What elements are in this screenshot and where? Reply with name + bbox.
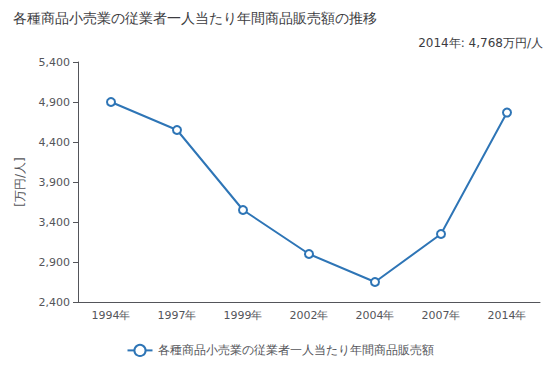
svg-text:2,400: 2,400 bbox=[39, 296, 71, 309]
svg-text:5,400: 5,400 bbox=[39, 56, 71, 69]
svg-text:[万円/人]: [万円/人] bbox=[13, 157, 27, 206]
svg-text:4,900: 4,900 bbox=[39, 96, 71, 109]
svg-text:各種商品小売業の従業者一人当たり年間商品販売額: 各種商品小売業の従業者一人当たり年間商品販売額 bbox=[158, 343, 434, 357]
svg-text:2007年: 2007年 bbox=[422, 309, 461, 322]
svg-text:2014年: 4,768万円/人: 2014年: 4,768万円/人 bbox=[418, 36, 543, 50]
svg-text:1994年: 1994年 bbox=[92, 309, 131, 322]
svg-text:2004年: 2004年 bbox=[356, 309, 395, 322]
svg-text:4,400: 4,400 bbox=[39, 136, 71, 149]
svg-text:1999年: 1999年 bbox=[224, 309, 263, 322]
svg-text:2002年: 2002年 bbox=[290, 309, 329, 322]
svg-text:3,900: 3,900 bbox=[39, 176, 71, 189]
svg-text:各種商品小売業の従業者一人当たり年間商品販売額の推移: 各種商品小売業の従業者一人当たり年間商品販売額の推移 bbox=[13, 10, 377, 26]
svg-text:1997年: 1997年 bbox=[158, 309, 197, 322]
svg-text:2014年: 2014年 bbox=[488, 309, 527, 322]
svg-text:2,900: 2,900 bbox=[39, 256, 71, 269]
svg-text:3,400: 3,400 bbox=[39, 216, 71, 229]
